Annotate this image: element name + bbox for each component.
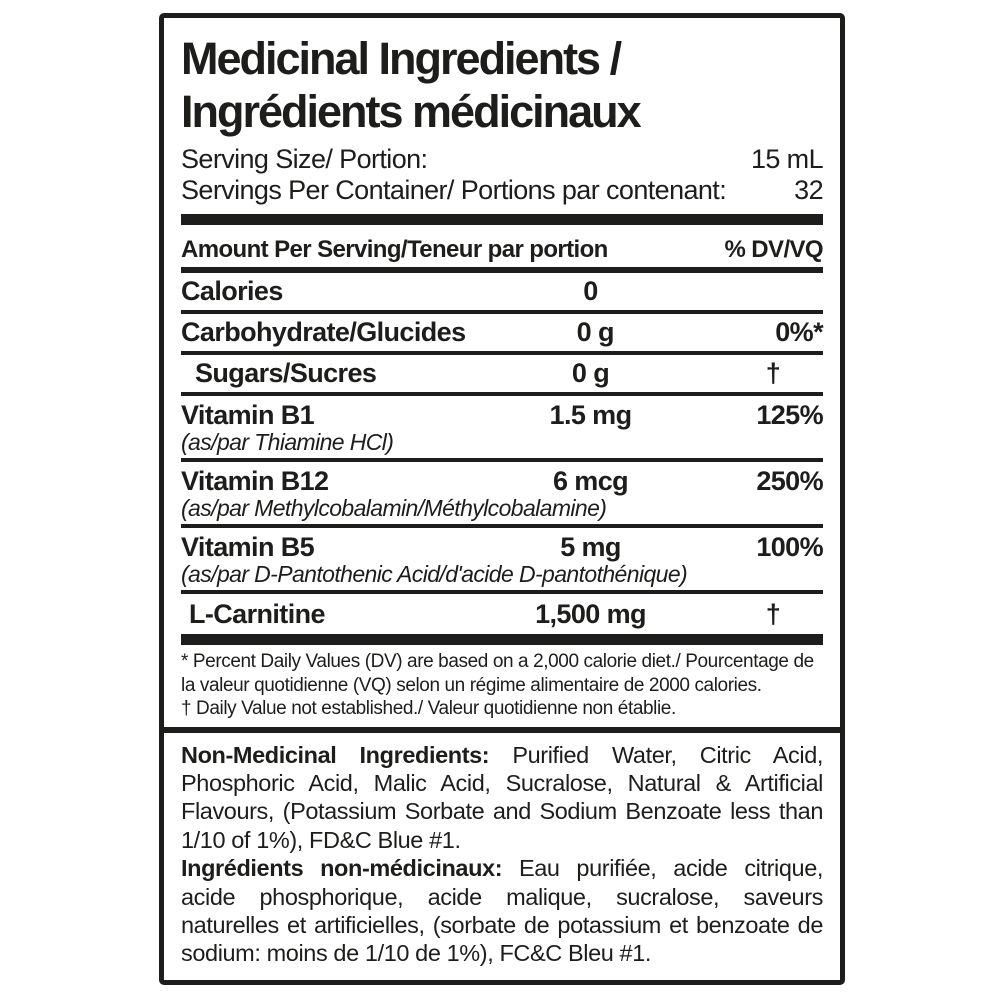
nutrient-amount: 1.5 mg (549, 400, 633, 430)
nutrient-dv: 0%* (775, 317, 823, 347)
nutrient-amount: 5 mg (560, 532, 621, 562)
panel-title-line2: Ingrédients médicinaux (181, 86, 642, 137)
nutrient-dv: † (765, 599, 781, 629)
table-row: Vitamin B12 6 mcg 250% (as/par Methylcob… (181, 462, 824, 528)
nutrient-amount: 0 g (576, 317, 615, 347)
nutrient-name: Carbohydrate/Glucides (181, 317, 466, 347)
footnote-daily-values: * Percent Daily Values (DV) are based on… (181, 651, 814, 696)
panel-title: Medicinal Ingredients / Ingrédients médi… (181, 32, 823, 138)
table-row: Carbohydrate/Glucides 0 g 0%* (181, 314, 824, 355)
non-medicinal-label-fr: Ingrédients non-médicinaux: (181, 855, 503, 882)
servings-per-container-label: Servings Per Container/ Portions par con… (181, 175, 727, 205)
non-medicinal-text-fr: Eau purifiée, acide citrique, acide phos… (181, 855, 823, 967)
non-medicinal-ingredients-fr: Ingrédients non-médicinaux: Eau purifiée… (181, 854, 823, 968)
supplement-facts-label: Medicinal Ingredients / Ingrédients médi… (159, 13, 845, 985)
nutrient-name: L-Carnitine (189, 599, 326, 629)
table-row: Calories 0 (181, 273, 823, 314)
non-medicinal-ingredients-en: Non-Medicinal Ingredients: Purified Wate… (181, 741, 823, 855)
table-row: L-Carnitine 1,500 mg † (181, 594, 823, 634)
panel-title-line1: Medicinal Ingredients / (181, 33, 622, 84)
nutrient-name: Vitamin B1 (181, 400, 315, 430)
non-medicinal-ingredients-panel: Non-Medicinal Ingredients: Purified Wate… (164, 733, 840, 981)
nutrient-source-note: (as/par Methylcobalamin/Méthylcobalamine… (181, 495, 607, 521)
serving-size-label: Serving Size/ Portion: (181, 144, 428, 174)
non-medicinal-text-en: Purified Water, Citric Acid, Phosphoric … (181, 741, 823, 853)
table-header: Amount Per Serving/Teneur par portion % … (181, 225, 824, 273)
table-row: Vitamin B1 1.5 mg 125% (as/par Thiamine … (181, 396, 824, 462)
nutrient-name: Vitamin B5 (181, 532, 315, 562)
medicinal-ingredients-panel: Medicinal Ingredients / Ingrédients médi… (164, 32, 840, 721)
nutrient-dv: 250% (756, 466, 823, 496)
nutrient-name: Vitamin B12 (181, 466, 329, 496)
thick-separator-top (181, 214, 823, 225)
nutrient-name: Sugars/Sucres (195, 358, 377, 388)
thick-separator-bottom (181, 634, 823, 645)
nutrient-amount: 1,500 mg (535, 599, 646, 629)
servings-per-container-row: Servings Per Container/ Portions par con… (181, 175, 824, 206)
servings-per-container-value: 32 (794, 175, 823, 205)
nutrient-amount: 0 g (571, 358, 610, 388)
nutrient-dv: 125% (756, 400, 823, 430)
nutrient-amount: 0 (583, 276, 598, 306)
table-row: Sugars/Sucres 0 g † (181, 355, 823, 396)
nutrient-source-note: (as/par D-Pantothenic Acid/d'acide D-pan… (181, 561, 688, 587)
nutrient-dv: † (765, 358, 781, 388)
table-header-amount: Amount Per Serving/Teneur par portion (181, 236, 608, 263)
nutrient-dv: 100% (756, 532, 823, 562)
serving-info: Serving Size/ Portion: 15 mL Servings Pe… (181, 144, 824, 206)
non-medicinal-label-en: Non-Medicinal Ingredients: (181, 741, 490, 768)
footnotes: * Percent Daily Values (DV) are based on… (181, 650, 823, 721)
section-divider (164, 726, 840, 733)
nutrient-amount: 6 mcg (552, 466, 629, 496)
table-row: Vitamin B5 5 mg 100% (as/par D-Pantothen… (181, 528, 824, 594)
nutrient-source-note: (as/par Thiamine HCl) (181, 429, 394, 455)
serving-size-row: Serving Size/ Portion: 15 mL (181, 144, 824, 175)
footnote-not-established: † Daily Value not established./ Valeur q… (181, 698, 676, 719)
nutrient-name: Calories (181, 276, 283, 306)
table-header-dv: % DV/VQ (724, 236, 824, 263)
serving-size-value: 15 mL (750, 144, 824, 174)
